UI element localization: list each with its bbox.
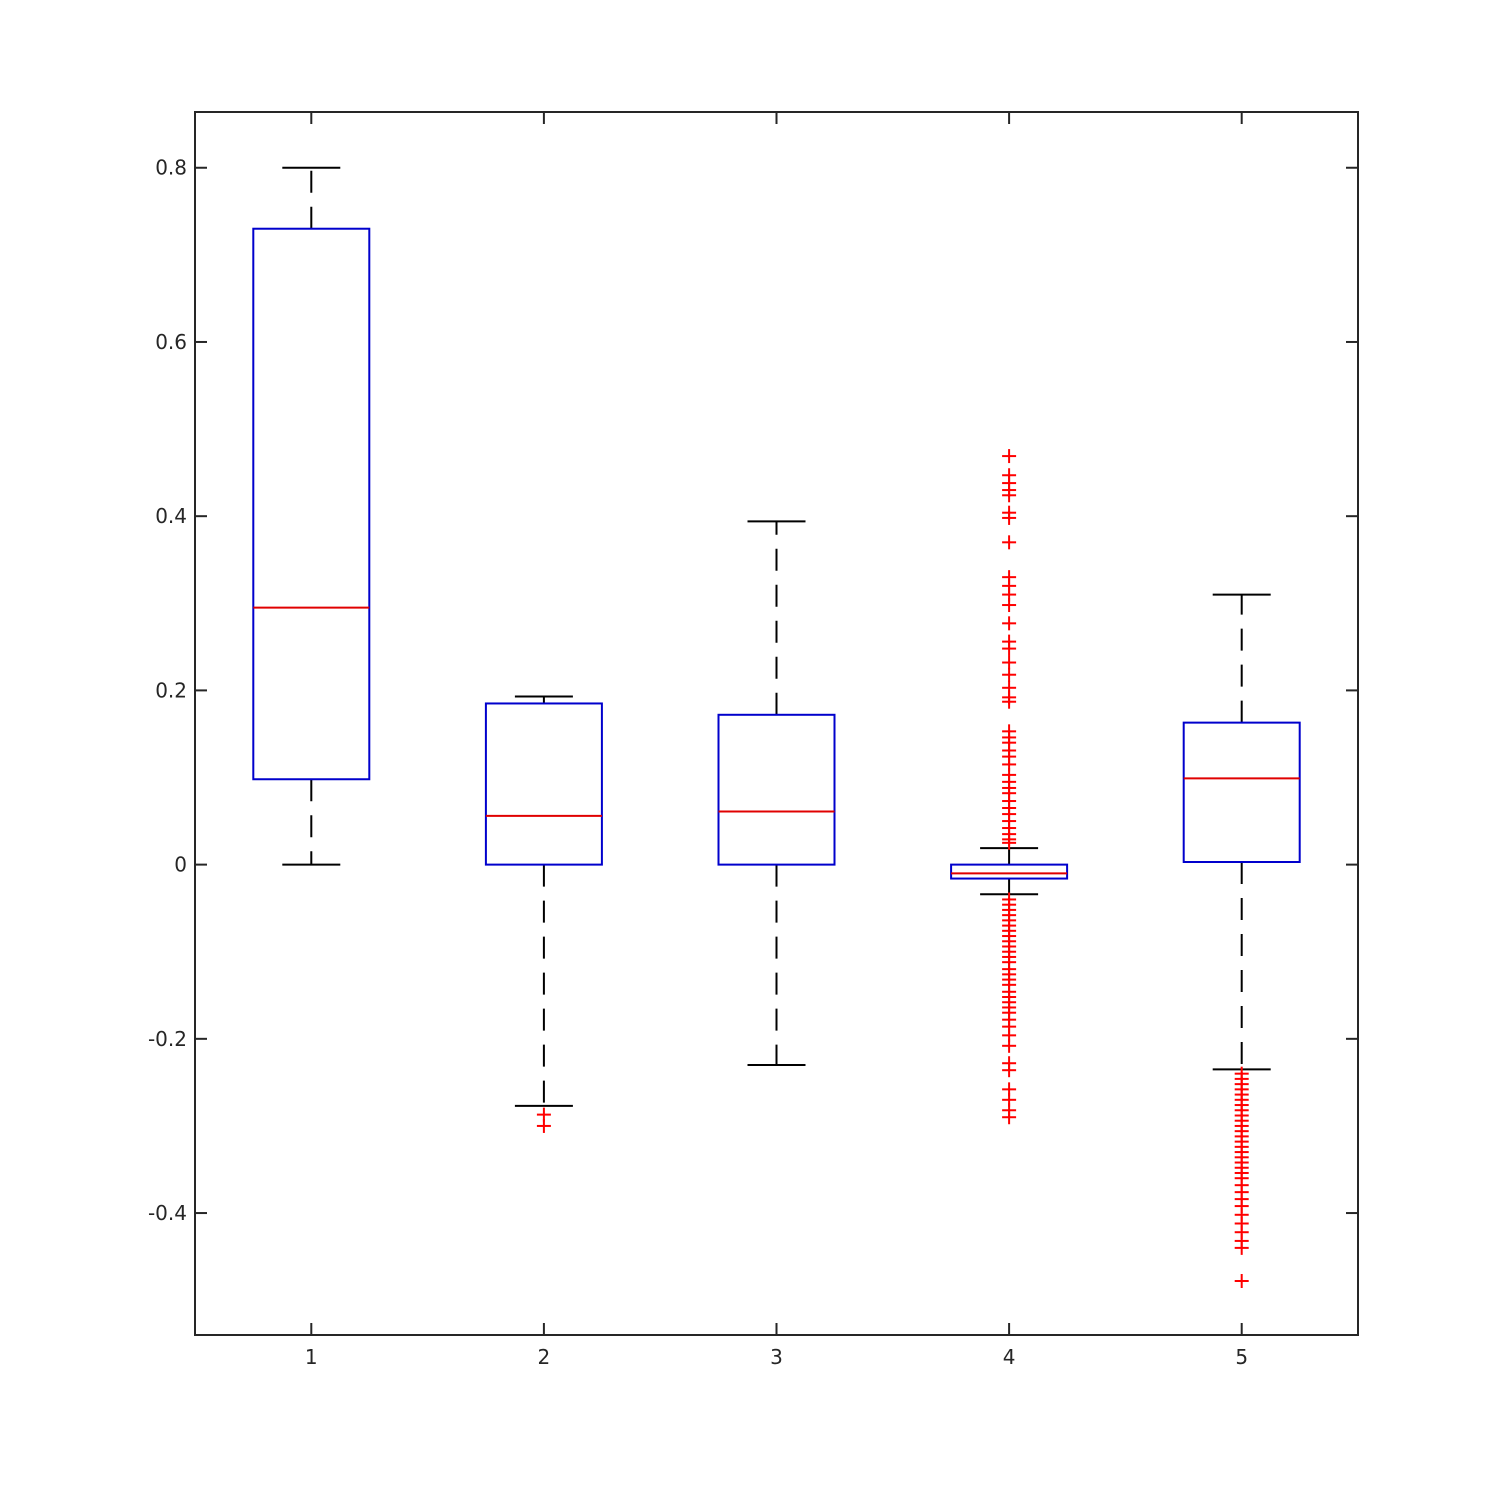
outlier-marker xyxy=(1002,655,1017,670)
box-group-5 xyxy=(1182,593,1301,1288)
y-tick-label: 0.8 xyxy=(155,156,187,180)
y-tick-label: 0 xyxy=(174,853,187,877)
x-tick-label: 1 xyxy=(305,1345,318,1369)
outlier-marker xyxy=(1002,1110,1017,1125)
outlier-marker xyxy=(1002,488,1017,503)
outlier-marker xyxy=(1002,598,1017,613)
y-tick-label: 0.4 xyxy=(155,504,187,528)
outlier-marker xyxy=(1002,616,1017,631)
iqr-box xyxy=(1182,721,1301,864)
iqr-box xyxy=(484,702,603,866)
x-tick-label: 2 xyxy=(538,1345,551,1369)
y-tick-label: -0.2 xyxy=(148,1027,187,1051)
outlier-marker xyxy=(1002,835,1017,850)
outlier-marker xyxy=(1002,1038,1017,1053)
outlier-marker xyxy=(1002,641,1017,656)
outlier-marker xyxy=(1234,1273,1249,1288)
y-tick-label: -0.4 xyxy=(148,1201,187,1225)
iqr-box xyxy=(252,227,371,781)
x-tick-label: 5 xyxy=(1235,1345,1248,1369)
outlier-marker xyxy=(1002,510,1017,525)
box-group-3 xyxy=(717,520,836,1066)
y-tick-label: 0.6 xyxy=(155,330,187,354)
y-tick-label: 0.2 xyxy=(155,678,187,702)
outlier-marker xyxy=(1002,449,1017,464)
outlier-marker xyxy=(1002,1063,1017,1078)
box-group-4 xyxy=(950,449,1069,1125)
x-tick-label: 3 xyxy=(770,1345,783,1369)
outlier-marker xyxy=(536,1118,551,1133)
outlier-marker xyxy=(1002,535,1017,550)
x-tick-label: 4 xyxy=(1003,1345,1016,1369)
iqr-box xyxy=(717,713,836,866)
box-group-1 xyxy=(252,166,371,866)
outlier-marker xyxy=(1002,694,1017,709)
outlier-marker xyxy=(1234,1240,1249,1255)
outlier-marker xyxy=(1002,667,1017,682)
box-group-2 xyxy=(484,695,603,1133)
iqr-box xyxy=(950,863,1069,880)
